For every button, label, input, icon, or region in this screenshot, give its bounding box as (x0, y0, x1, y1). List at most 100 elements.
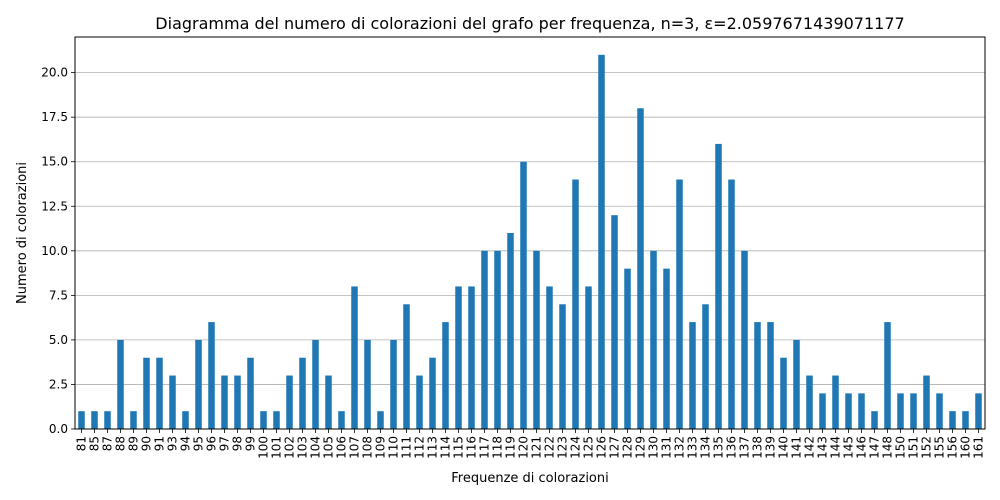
x-tick-label: 147 (868, 436, 882, 459)
y-tick-label: 12.5 (41, 199, 68, 213)
x-tick-label: 145 (842, 436, 856, 459)
x-tick-label: 127 (608, 436, 622, 459)
y-tick-label: 20.0 (41, 66, 68, 80)
x-tick-label: 152 (920, 436, 934, 459)
x-tick-label: 89 (127, 436, 141, 451)
bar (416, 375, 423, 429)
x-tick-label: 99 (244, 436, 258, 451)
bar (910, 393, 917, 429)
x-tick-label: 103 (296, 436, 310, 459)
x-tick-label: 161 (972, 436, 986, 459)
x-tick-label: 85 (88, 436, 102, 451)
x-tick-label: 94 (179, 436, 193, 451)
bar (715, 143, 722, 429)
x-tick-label: 133 (686, 436, 700, 459)
x-tick-label: 125 (582, 436, 596, 459)
bar (312, 339, 319, 429)
bar (897, 393, 904, 429)
x-tick-label: 123 (556, 436, 570, 459)
bar (650, 250, 657, 429)
bar (962, 411, 969, 429)
y-axis: 0.0 2.5 5.0 7.5 10.0 12.5 15.0 17.5 20.0 (41, 66, 75, 436)
x-tick-label: 106 (335, 436, 349, 459)
x-tick-label: 102 (283, 436, 297, 459)
x-tick-label: 129 (634, 436, 648, 459)
x-tick-label: 90 (140, 436, 154, 451)
bar (611, 215, 618, 429)
x-tick-label: 97 (218, 436, 232, 451)
x-tick-label: 118 (491, 436, 505, 459)
y-tick-label: 2.5 (49, 377, 68, 391)
x-tick-label: 138 (751, 436, 765, 459)
bar (429, 357, 436, 429)
x-tick-label: 95 (192, 436, 206, 451)
x-tick-label: 93 (166, 436, 180, 451)
bar (819, 393, 826, 429)
x-tick-label: 150 (894, 436, 908, 459)
x-tick-label: 137 (738, 436, 752, 459)
bar (585, 286, 592, 429)
x-tick-label: 142 (803, 436, 817, 459)
bar (481, 250, 488, 429)
x-tick-label: 131 (660, 436, 674, 459)
bar (884, 322, 891, 429)
bar (403, 304, 410, 429)
bar (598, 54, 605, 430)
x-tick-label: 122 (543, 436, 557, 459)
bar (117, 339, 124, 429)
bar (338, 411, 345, 429)
bar (377, 411, 384, 429)
bar (156, 357, 163, 429)
y-tick-label: 5.0 (49, 333, 68, 347)
plot-frame (74, 36, 986, 430)
x-tick-label: 100 (257, 436, 271, 459)
bar (299, 357, 306, 429)
bar (637, 108, 644, 429)
bar (702, 304, 709, 429)
bar (845, 393, 852, 429)
x-tick-label: 81 (75, 436, 89, 451)
x-tick-label: 160 (959, 436, 973, 459)
bar (507, 233, 514, 429)
bar (325, 375, 332, 429)
bar (780, 357, 787, 429)
y-tick-label: 0.0 (49, 422, 68, 436)
bar (390, 339, 397, 429)
x-tick-label: 143 (816, 436, 830, 459)
bar (234, 375, 241, 429)
x-tick-label: 101 (270, 436, 284, 459)
x-tick-label: 96 (205, 436, 219, 451)
bar (260, 411, 267, 429)
bar (364, 339, 371, 429)
bar (559, 304, 566, 429)
x-tick-label: 124 (569, 436, 583, 459)
y-tick-label: 17.5 (41, 110, 68, 124)
bar (949, 411, 956, 429)
bar (793, 339, 800, 429)
bar (442, 322, 449, 429)
chart-title: Diagramma del numero di colorazioni del … (155, 14, 904, 33)
x-tick-label: 155 (933, 436, 947, 459)
bar (923, 375, 930, 429)
y-tick-label: 10.0 (41, 244, 68, 258)
bar (546, 286, 553, 429)
bar (195, 339, 202, 429)
bar (247, 357, 254, 429)
bar (767, 322, 774, 429)
bar (494, 250, 501, 429)
x-tick-label: 112 (413, 436, 427, 459)
x-tick-label: 117 (478, 436, 492, 459)
x-tick-label: 115 (452, 436, 466, 459)
x-tick-label: 109 (374, 436, 388, 459)
bar (208, 322, 215, 429)
bar (676, 179, 683, 429)
bar (130, 411, 137, 429)
x-tick-label: 98 (231, 436, 245, 451)
x-tick-label: 130 (647, 436, 661, 459)
x-tick-label: 144 (829, 436, 843, 459)
x-axis-label: Frequenze di colorazioni (451, 471, 609, 486)
bar (286, 375, 293, 429)
x-axis: 81 85 87 88 89 90 91 93 94 95 96 97 98 99 100 101 102 103… (75, 429, 986, 459)
bar (975, 393, 982, 429)
